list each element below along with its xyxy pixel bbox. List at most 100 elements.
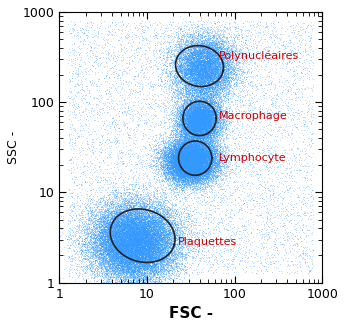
Point [131,231,136,236]
Point [125,219,130,224]
Point [136,231,141,236]
Point [188,141,193,146]
Point [173,208,179,213]
Point [135,232,141,237]
Point [200,129,206,134]
Point [294,49,300,54]
Point [148,231,154,236]
Point [196,152,201,157]
Point [170,144,176,149]
Point [205,115,210,120]
Point [114,206,120,211]
Point [83,61,88,66]
Point [141,216,147,221]
Point [175,165,180,171]
Point [132,241,138,246]
Point [169,164,175,169]
Point [138,234,143,239]
Point [134,200,140,205]
Point [122,211,128,216]
Point [167,70,172,75]
Point [112,264,118,269]
Point [181,190,187,195]
Point [151,254,157,259]
Point [198,149,204,154]
Point [198,66,204,71]
Point [200,117,206,122]
Point [167,176,172,182]
Point [186,104,191,109]
Point [200,143,205,149]
Point [266,94,272,99]
Point [185,242,191,248]
Point [208,45,214,51]
Point [138,241,144,247]
Point [120,267,126,272]
Point [198,101,203,106]
Point [171,80,177,85]
Point [214,55,219,61]
Point [144,241,149,246]
Point [147,240,152,245]
Point [96,260,101,265]
Point [193,80,199,85]
Point [186,175,192,181]
Point [169,210,174,215]
Point [195,129,200,134]
Point [133,252,138,257]
Point [184,162,190,167]
Point [206,106,211,112]
Point [150,258,156,264]
Point [110,224,116,230]
Point [189,157,195,162]
Point [210,86,215,92]
Point [181,161,186,167]
Point [163,157,169,163]
Point [142,216,148,221]
Point [185,165,191,171]
Point [205,117,211,122]
Point [165,162,170,168]
Point [132,217,138,223]
Point [196,155,201,161]
Point [218,123,223,129]
Point [279,255,285,260]
Point [141,262,146,267]
Point [186,115,191,121]
Point [136,114,141,119]
Point [134,240,139,245]
Point [192,128,197,133]
Point [200,71,206,76]
Point [212,160,217,165]
Point [134,255,140,260]
Point [184,126,189,132]
Point [164,159,169,164]
Point [208,110,213,115]
Point [134,247,139,252]
Point [213,153,218,158]
Point [202,113,208,118]
Point [178,128,184,133]
Point [114,266,120,271]
Point [102,265,108,270]
Point [184,112,190,117]
Point [157,148,162,153]
Point [211,60,217,66]
Point [187,172,193,177]
Point [180,63,186,69]
Point [191,113,196,119]
Point [176,154,181,159]
Point [154,234,159,239]
Point [140,250,145,255]
Point [122,244,128,249]
Point [122,128,127,133]
Point [208,128,213,133]
Point [127,253,132,258]
Point [189,39,195,44]
Point [165,170,171,175]
Point [201,120,207,126]
Point [211,149,216,154]
Point [193,155,198,161]
Point [196,52,201,58]
Point [186,150,192,155]
